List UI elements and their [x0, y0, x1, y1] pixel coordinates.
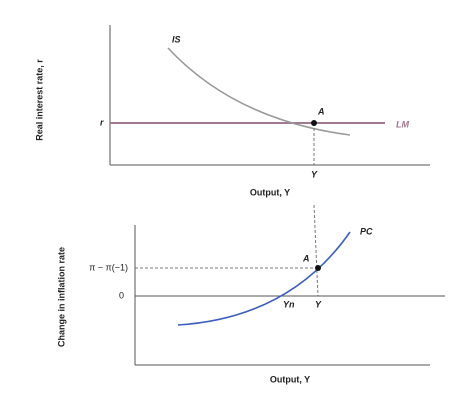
- y-level-label: Y: [315, 299, 322, 309]
- top-panel: IS A LM r Y Output, Y Real interest rate…: [34, 25, 430, 197]
- x-axis-label: Output, Y: [270, 374, 310, 384]
- pc-curve: [177, 231, 351, 326]
- equilibrium-point: [311, 120, 317, 126]
- point-label: A: [317, 106, 325, 116]
- natural-output-label: Yn: [283, 299, 295, 309]
- is-label: IS: [172, 34, 181, 44]
- x-axis-label: Output, Y: [250, 187, 290, 197]
- y-level-label: Y: [311, 169, 318, 179]
- lm-label: LM: [396, 119, 409, 129]
- pc-label: PC: [360, 226, 373, 236]
- r-label: r: [100, 117, 104, 127]
- y-axis-label: Change in inflation rate: [56, 247, 66, 347]
- point-label: A: [302, 253, 310, 263]
- y-axis-label: Real interest rate, r: [34, 59, 44, 141]
- bottom-panel: PC A π − π(−1) 0 Yn Y Output, Y Change i…: [56, 204, 445, 384]
- y-level-label: π − π(−1): [89, 262, 128, 272]
- zero-label: 0: [119, 290, 124, 300]
- is-curve: [167, 47, 351, 136]
- dashed-line: [313, 204, 319, 297]
- point: [315, 265, 321, 271]
